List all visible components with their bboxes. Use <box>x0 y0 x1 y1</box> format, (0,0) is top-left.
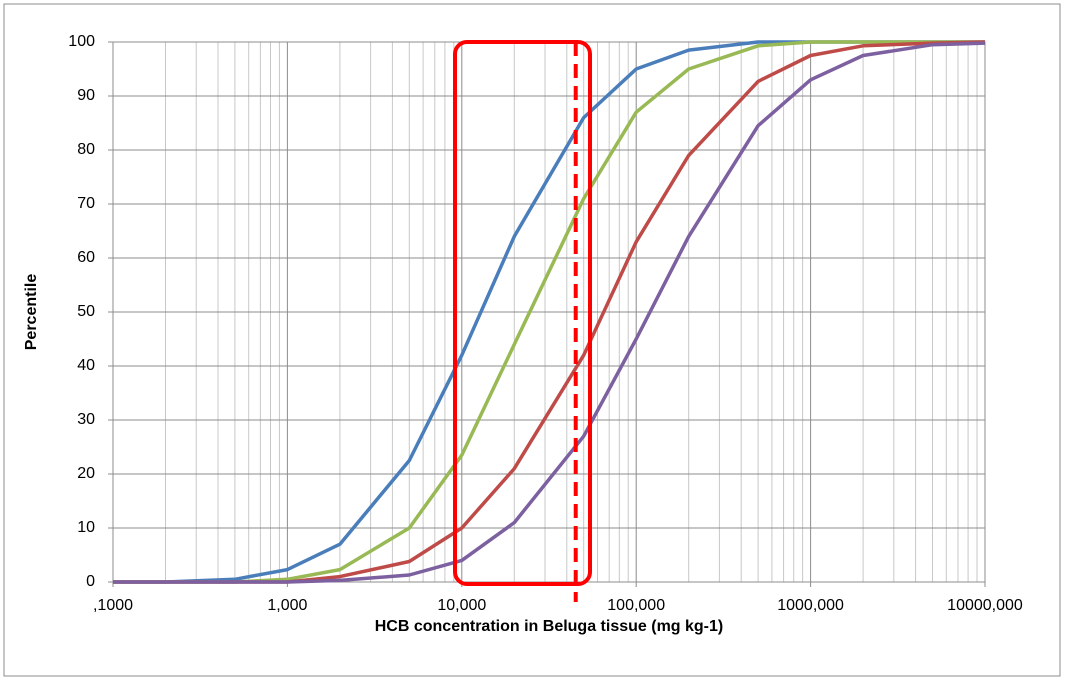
y-tick-label: 20 <box>77 465 95 482</box>
y-tick-label: 70 <box>77 195 95 212</box>
chart-border <box>3 3 1061 677</box>
y-tick-label: 90 <box>77 87 95 104</box>
y-tick-label: 50 <box>77 303 95 320</box>
x-tick-label: 1000,000 <box>777 597 844 614</box>
y-tick-label: 80 <box>77 141 95 158</box>
y-tick-label: 10 <box>77 519 95 536</box>
x-axis-label: HCB concentration in Beluga tissue (mg k… <box>375 618 723 635</box>
y-axis-label: Percentile <box>23 274 40 351</box>
x-tick-label: 10,000 <box>437 597 486 614</box>
x-tick-label: 10000,000 <box>947 597 1023 614</box>
y-tick-label: 60 <box>77 249 95 266</box>
x-tick-label: ,1000 <box>93 597 133 614</box>
highlight-box <box>453 40 592 586</box>
y-tick-label: 100 <box>68 33 95 50</box>
y-tick-label: 30 <box>77 411 95 428</box>
y-tick-label: 0 <box>86 573 95 590</box>
series-line <box>113 41 986 584</box>
x-tick-label: 1,000 <box>267 597 307 614</box>
x-tick-label: 100,000 <box>607 597 665 614</box>
y-tick-label: 40 <box>77 357 95 374</box>
